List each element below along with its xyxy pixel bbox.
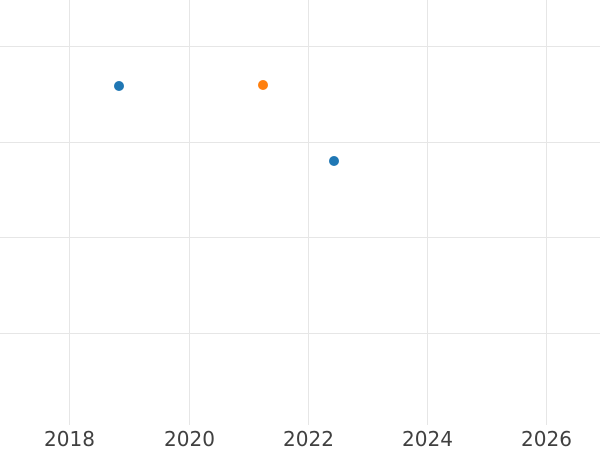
scatter-point-orange: [257, 80, 268, 90]
horizontal-gridline: [0, 46, 600, 47]
x-axis-tick-label: 2020: [164, 427, 215, 451]
x-axis-tick-label: 2024: [402, 427, 453, 451]
x-axis-tick-label: 2018: [44, 427, 95, 451]
vertical-gridline: [546, 0, 547, 425]
scatter-point-blue: [328, 156, 339, 166]
horizontal-gridline: [0, 141, 600, 143]
x-axis-tick-label: 2026: [521, 427, 572, 451]
vertical-gridline: [69, 0, 70, 425]
horizontal-gridline: [0, 237, 600, 238]
horizontal-gridline: [0, 332, 600, 334]
vertical-gridline: [308, 0, 309, 425]
vertical-gridline: [189, 0, 190, 425]
vertical-gridline: [427, 0, 428, 425]
x-axis-tick-label: 2022: [283, 427, 334, 451]
scatter-point-blue: [114, 80, 124, 91]
